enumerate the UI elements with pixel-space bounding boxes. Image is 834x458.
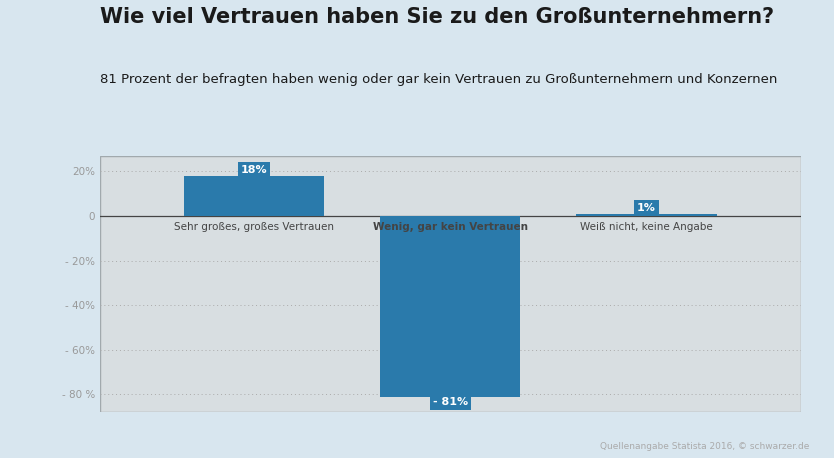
Text: Quellenangabe Statista 2016, © schwarzer.de: Quellenangabe Statista 2016, © schwarzer…: [600, 442, 809, 451]
Text: 1%: 1%: [637, 203, 656, 213]
FancyBboxPatch shape: [100, 156, 801, 412]
Text: Sehr großes, großes Vertrauen: Sehr großes, großes Vertrauen: [174, 222, 334, 231]
Text: 18%: 18%: [241, 165, 268, 175]
Text: Wenig, gar kein Vertrauen: Wenig, gar kein Vertrauen: [373, 222, 528, 231]
Text: 81 Prozent der befragten haben wenig oder gar kein Vertrauen zu Großunternehmern: 81 Prozent der befragten haben wenig ode…: [100, 73, 777, 86]
Bar: [184, 176, 324, 216]
Text: Wie viel Vertrauen haben Sie zu den Großunternehmern?: Wie viel Vertrauen haben Sie zu den Groß…: [100, 7, 774, 27]
Text: - 81%: - 81%: [433, 397, 468, 407]
Bar: [576, 214, 716, 216]
Text: Weiß nicht, keine Angabe: Weiß nicht, keine Angabe: [580, 222, 713, 231]
Bar: [380, 216, 520, 397]
